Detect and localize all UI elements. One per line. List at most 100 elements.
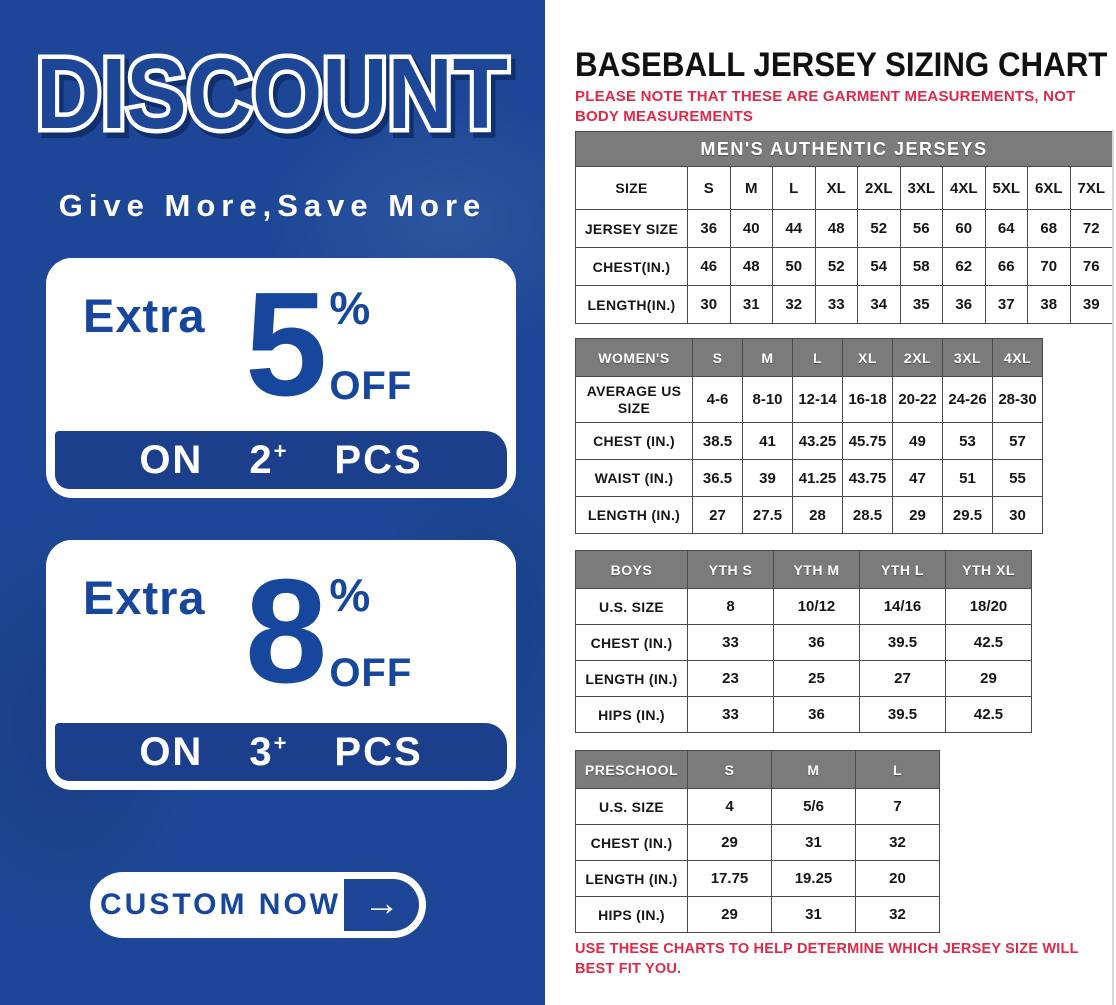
page-title: BASEBALL JERSEY SIZING CHART (575, 46, 1108, 84)
table-cell: 20 (855, 860, 940, 897)
discount-headline: DISCOUNT DISCOUNT (32, 34, 518, 161)
table-cell: 10/12 (773, 588, 860, 625)
table-cell: 56 (899, 209, 943, 248)
table-row: LENGTH (IN.) 27 27.5 28 28.5 29 29.5 30 (575, 496, 1043, 534)
row-label: CHEST (IN.) (575, 624, 688, 661)
table-cell: 28.5 (842, 496, 893, 534)
table-cell: 31 (771, 896, 856, 933)
row-label: LENGTH (IN.) (575, 860, 688, 897)
table-cell: 42.5 (945, 696, 1032, 733)
table-cell: 64 (984, 209, 1028, 248)
column-header: 4XL (942, 166, 986, 210)
column-header: L (855, 750, 940, 789)
offer-card-top: Extra 5 % OFF (55, 258, 507, 431)
table-cell: 33 (814, 285, 858, 324)
table-cell: 55 (992, 459, 1043, 497)
quantity-label: 3+ (249, 730, 289, 774)
table-cell: 60 (942, 209, 986, 248)
table-cell: 47 (892, 459, 943, 497)
table-cell: 18/20 (945, 588, 1032, 625)
offer-amount-group: 8 % OFF (245, 540, 412, 723)
table-cell: 50 (772, 247, 816, 286)
row-label: U.S. SIZE (575, 588, 688, 625)
row-label: LENGTH (IN.) (575, 660, 688, 697)
table-cell: 42.5 (945, 624, 1032, 661)
table-cell: 8 (687, 588, 774, 625)
table-cell: 53 (942, 422, 993, 460)
row-label: CHEST (IN.) (575, 824, 688, 861)
percent-sign: % (329, 281, 371, 334)
table-row: U.S. SIZE 8 10/12 14/16 18/20 (575, 588, 1032, 625)
sizing-table-preschool: PRESCHOOL S M L U.S. SIZE 4 5/6 7 CHEST (IN.) 29 3… (575, 750, 940, 933)
table-row: LENGTH (IN.) 23 25 27 29 (575, 660, 1032, 697)
table-cell: 5/6 (771, 788, 856, 825)
table-row: JERSEY SIZE 36 40 44 48 52 56 60 64 68 72 (575, 209, 1113, 248)
table-cell: 36 (773, 696, 860, 733)
row-label: HIPS (IN.) (575, 696, 688, 733)
pcs-label: PCS (334, 438, 423, 482)
table-cell: 76 (1069, 247, 1113, 286)
column-header: S (692, 338, 743, 377)
table-row: LENGTH (IN.) 17.75 19.25 20 (575, 860, 940, 897)
pcs-label: PCS (334, 730, 423, 774)
column-header: YTH M (773, 550, 860, 589)
offer-extra-label: Extra (83, 289, 206, 342)
column-header: YTH XL (945, 550, 1032, 589)
row-label: AVERAGE US SIZE (575, 376, 693, 423)
table-cell: 52 (857, 209, 901, 248)
table-cell: 39.5 (859, 624, 946, 661)
on-label: ON (139, 730, 204, 774)
table-cell: 31 (771, 824, 856, 861)
column-header: 4XL (992, 338, 1043, 377)
table-cell: 31 (729, 285, 773, 324)
column-header: L (772, 166, 816, 210)
discount-headline-text: DISCOUNT (36, 38, 508, 150)
sizing-table-womens: WOMEN'S S M L XL 2XL 3XL 4XL AVERAGE US SIZE 4-6 8… (575, 338, 1043, 534)
mens-header-label: SIZE (575, 166, 688, 210)
row-label: U.S. SIZE (575, 788, 688, 825)
column-header: S (687, 166, 731, 210)
custom-now-button[interactable]: CUSTOM NOW → (90, 872, 426, 938)
table-cell: 39 (1069, 285, 1113, 324)
row-label: CHEST (IN.) (575, 422, 693, 460)
table-row: U.S. SIZE 4 5/6 7 (575, 788, 940, 825)
column-header: 2XL (892, 338, 943, 377)
table-cell: 70 (1027, 247, 1071, 286)
table-cell: 66 (984, 247, 1028, 286)
image-right-edge-line (1112, 130, 1114, 1005)
boys-table-slot: BOYS YTH S YTH M YTH L YTH XL U.S. SIZE 8 10/12… (575, 550, 1032, 733)
table-cell: 36 (942, 285, 986, 324)
column-header: XL (814, 166, 858, 210)
table-cell: 51 (942, 459, 993, 497)
table-cell: 48 (729, 247, 773, 286)
table-cell: 54 (857, 247, 901, 286)
table-cell: 36 (687, 209, 731, 248)
table-row: CHEST (IN.) 33 36 39.5 42.5 (575, 624, 1032, 661)
sizing-chart-panel: BASEBALL JERSEY SIZING CHART PLEASE NOTE… (545, 0, 1116, 1005)
mens-table-slot: MEN'S AUTHENTIC JERSEYS SIZE S M L XL 2XL 3XL 4X… (575, 131, 1113, 324)
table-cell: 32 (772, 285, 816, 324)
table-cell: 37 (984, 285, 1028, 324)
table-cell: 57 (992, 422, 1043, 460)
preschool-table-slot: PRESCHOOL S M L U.S. SIZE 4 5/6 7 CHEST (IN.) 29 3… (575, 750, 940, 933)
row-label: CHEST(IN.) (575, 247, 688, 286)
table-cell: 33 (687, 624, 774, 661)
table-cell: 19.25 (771, 860, 856, 897)
table-cell: 48 (814, 209, 858, 248)
table-row: LENGTH(IN.) 30 31 32 33 34 35 36 37 38 39 (575, 285, 1113, 324)
column-header: M (729, 166, 773, 210)
offer-amount-group: 5 % OFF (245, 258, 412, 431)
table-cell: 27.5 (742, 496, 793, 534)
cta-arrow-box[interactable]: → (341, 876, 422, 934)
table-row: CHEST (IN.) 29 31 32 (575, 824, 940, 861)
table-cell: 39 (742, 459, 793, 497)
table-cell: 41 (742, 422, 793, 460)
row-label: WAIST (IN.) (575, 459, 693, 497)
table-cell: 7 (855, 788, 940, 825)
table-cell: 33 (687, 696, 774, 733)
table-cell: 4-6 (692, 376, 743, 423)
column-header: L (792, 338, 843, 377)
column-header: 6XL (1027, 166, 1071, 210)
table-cell: 68 (1027, 209, 1071, 248)
preschool-header-label: PRESCHOOL (575, 750, 688, 789)
